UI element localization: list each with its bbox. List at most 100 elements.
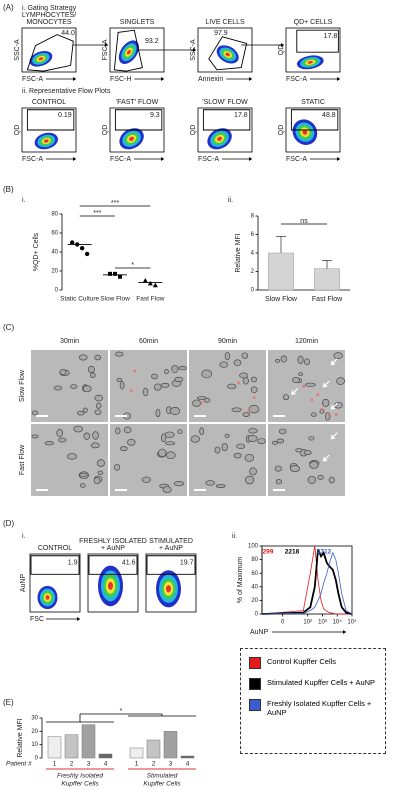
significance-label: * (120, 708, 123, 715)
column-header: 90min (218, 338, 237, 345)
panel-label: (B) (3, 185, 14, 194)
cell (83, 432, 91, 440)
cell (328, 476, 335, 484)
cell (236, 443, 246, 449)
density-blob (302, 129, 308, 135)
plot-title: MONOCYTES (26, 19, 71, 26)
bar (47, 736, 62, 759)
cell (56, 429, 64, 438)
x-axis-label: FSC-A (22, 76, 43, 83)
density-blob (126, 49, 131, 55)
plot-title: QD+ CELLS (294, 19, 333, 26)
y-axis-label: %QD+ Cells (33, 232, 40, 271)
arrow-head (77, 617, 80, 621)
bar (98, 753, 113, 759)
legend: Control Kupffer Cells Stimulated Kupffer … (240, 648, 386, 754)
cell (151, 373, 158, 380)
legend-swatch (249, 678, 261, 690)
cell (190, 435, 200, 443)
cell (162, 486, 172, 493)
cell (242, 412, 251, 417)
panel-label: (D) (3, 519, 14, 528)
gate-value: 17.8 (324, 33, 338, 40)
cell (67, 453, 77, 460)
cell (249, 467, 257, 476)
y-tick-label: 60 (51, 231, 58, 237)
cell (92, 431, 99, 440)
cell (160, 382, 170, 388)
x-tick-label: Fast Flow (312, 296, 343, 303)
cell (333, 352, 343, 359)
density-blob (129, 136, 135, 141)
x-axis-label: FSC-H (110, 76, 131, 83)
cell (276, 438, 285, 444)
y-tick-label: 20 (31, 729, 38, 735)
panel-label: (E) (3, 698, 14, 707)
cell (219, 361, 229, 368)
cell (199, 427, 205, 436)
nanoparticle-signal (200, 401, 204, 405)
gate (26, 34, 74, 72)
plot-title: STATIC (301, 99, 325, 106)
plot-title: STIMULATED (149, 538, 193, 545)
significance-label: * (131, 262, 134, 269)
data-point (69, 240, 75, 245)
plot-title: LYMPHOCYTES/ (22, 12, 76, 19)
nanoparticle-signal (252, 395, 256, 399)
cell (317, 474, 324, 480)
section-label: i. (22, 197, 26, 204)
section-title: i. Gating Strategy (22, 5, 77, 12)
x-axis-label: FSC (30, 616, 44, 623)
nanoparticle-signal (320, 407, 324, 411)
section-label: i. (22, 533, 26, 540)
cell (307, 475, 317, 484)
cell (164, 369, 169, 375)
histogram-line (261, 545, 352, 615)
x-tick-label: 4 (104, 761, 108, 768)
density-blob (108, 581, 113, 590)
cell (153, 383, 162, 391)
y-tick-label: 30 (31, 716, 38, 722)
x-tick-label: 0 (281, 620, 285, 626)
y-tick-label: 8 (251, 214, 255, 220)
cell (192, 399, 202, 407)
density-blob (217, 136, 223, 141)
cell (248, 404, 260, 414)
cell (271, 440, 278, 445)
x-axis-label: Annexin (198, 76, 223, 83)
cell (158, 448, 167, 458)
x-axis-label: FSC-A (286, 156, 307, 163)
plot-frame (261, 545, 353, 615)
cell (78, 354, 88, 361)
plot-title: 'SLOW' FLOW (202, 99, 248, 106)
section-title: ii. Representative Flow Plots (22, 88, 111, 95)
y-tick-label: 80 (251, 557, 258, 563)
cell (79, 483, 86, 488)
cell (119, 446, 128, 452)
cell (94, 409, 102, 415)
row-label: Fast Flow (19, 444, 26, 475)
cell (87, 365, 95, 374)
mfi-label: 2218 (285, 549, 300, 556)
cell (165, 451, 176, 460)
arrow (330, 358, 338, 366)
bar (64, 734, 79, 759)
cell (241, 352, 249, 359)
cell (127, 438, 136, 446)
x-axis-label: FSC-A (286, 76, 307, 83)
cell (116, 377, 123, 383)
gate (114, 109, 163, 131)
bar (146, 739, 161, 759)
histogram-line (261, 549, 353, 615)
x-tick-label: 1 (135, 761, 139, 768)
cell (298, 372, 303, 376)
cell (114, 463, 121, 471)
y-axis-label: % of Maximum (237, 557, 244, 603)
cell (73, 425, 84, 433)
x-axis-label: FSC-A (110, 156, 131, 163)
y-axis-label: Relative MFI (17, 718, 24, 757)
data-point (152, 282, 158, 288)
y-tick-label: 0 (255, 612, 259, 618)
cell (82, 385, 92, 393)
y-tick-label: 100 (248, 544, 259, 550)
